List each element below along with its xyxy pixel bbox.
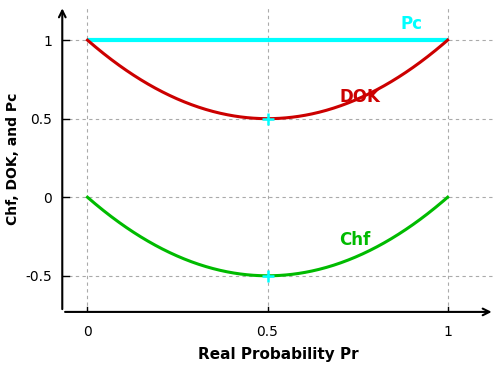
Text: Chf: Chf: [340, 231, 371, 249]
Text: Pc: Pc: [401, 15, 423, 33]
X-axis label: Real Probability Pr: Real Probability Pr: [198, 347, 358, 362]
Y-axis label: Chf, DOK, and Pc: Chf, DOK, and Pc: [6, 92, 20, 225]
Text: DOK: DOK: [340, 88, 380, 106]
